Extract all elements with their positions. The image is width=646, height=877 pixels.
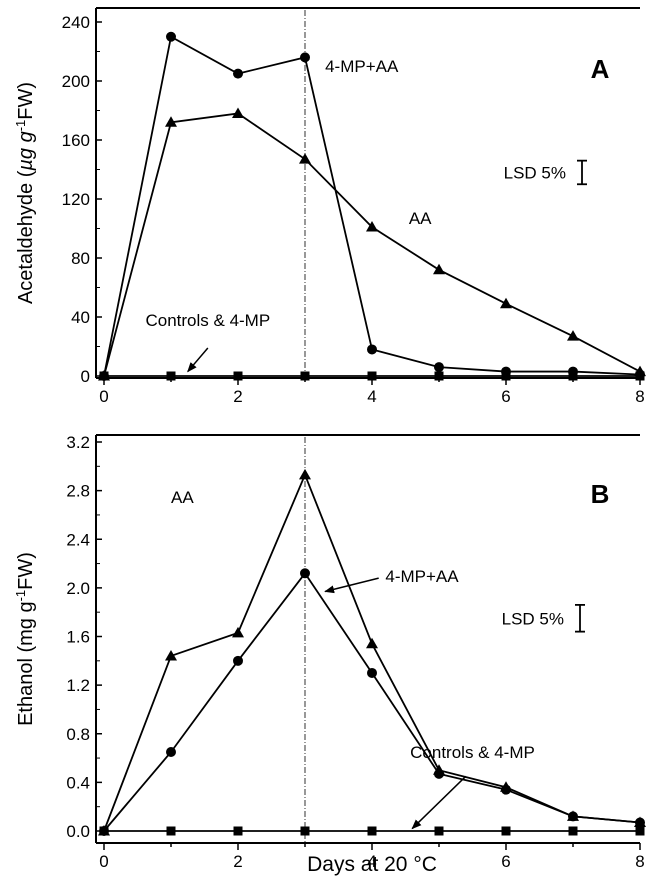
- x-tick-label: 2: [233, 387, 242, 406]
- data-point-triangle: [232, 627, 244, 638]
- data-point-circle: [233, 656, 243, 666]
- data-point-square: [234, 827, 243, 836]
- controls-arrow: [188, 348, 208, 372]
- data-point-square: [502, 827, 511, 836]
- controls-arrow: [412, 776, 466, 828]
- data-point-square: [569, 372, 578, 381]
- data-point-square: [301, 827, 310, 836]
- y-tick-label: 0: [81, 367, 90, 386]
- y-tick-label: 2.0: [66, 579, 90, 598]
- panel-b-ticks: 0.00.40.81.21.62.02.42.83.20 2 4 6 8: [66, 433, 644, 871]
- data-point-square: [234, 372, 243, 381]
- y-tick-label: 200: [62, 72, 90, 91]
- panel-b-series: [98, 469, 646, 836]
- data-point-square: [435, 827, 444, 836]
- x-tick-label: 0: [99, 387, 108, 406]
- y-tick-label: 120: [62, 190, 90, 209]
- data-point-circle: [300, 52, 310, 62]
- data-point-circle: [367, 668, 377, 678]
- y-tick-label: 2.4: [66, 530, 90, 549]
- panel-b: 0.00.40.81.21.62.02.42.83.20 2 4 6 8 AA 4-MP…: [13, 433, 646, 876]
- data-point-square: [100, 372, 109, 381]
- y-tick-label: 240: [62, 13, 90, 32]
- y-tick-label: 1.2: [66, 676, 90, 695]
- annotation-aa: AA: [171, 488, 194, 507]
- annotation-mpaa: 4-MP+AA: [385, 567, 459, 586]
- y-tick-label: 80: [71, 249, 90, 268]
- x-tick-label: 2: [233, 852, 242, 871]
- annotation-controls: Controls & 4-MP: [145, 311, 270, 330]
- data-point-triangle: [567, 330, 579, 341]
- y-tick-label: 2.8: [66, 482, 90, 501]
- y-axis-label: Acetaldehyde (µg g-1FW): [13, 82, 38, 304]
- data-point-triangle: [433, 264, 445, 275]
- data-point-circle: [300, 568, 310, 578]
- series-line-triangle: [104, 475, 640, 831]
- data-point-circle: [635, 817, 645, 827]
- y-tick-label: 40: [71, 308, 90, 327]
- data-point-triangle: [366, 638, 378, 649]
- y-tick-label: 1.6: [66, 628, 90, 647]
- x-tick-label: 8: [635, 387, 644, 406]
- data-point-triangle: [232, 107, 244, 118]
- panel-a: 0 40 80 120 160 200 240 0 2 4 6 8 4-MP+AA AA Contro…: [13, 8, 646, 406]
- data-point-square: [167, 372, 176, 381]
- data-point-circle: [434, 769, 444, 779]
- panel-a-annotations: 4-MP+AA AA Controls & 4-MP LSD 5% A: [145, 54, 609, 330]
- x-tick-label: 0: [99, 852, 108, 871]
- data-point-square: [301, 372, 310, 381]
- series-line-triangle: [104, 113, 640, 376]
- data-point-square: [167, 827, 176, 836]
- annotation-aa: AA: [409, 209, 432, 228]
- data-point-circle: [166, 32, 176, 42]
- x-tick-label: 6: [501, 387, 510, 406]
- y-tick-label: 0.8: [66, 725, 90, 744]
- data-point-square: [368, 827, 377, 836]
- data-point-square: [368, 372, 377, 381]
- data-point-circle: [166, 747, 176, 757]
- y-tick-label: 0.0: [66, 822, 90, 841]
- y-tick-label: 160: [62, 131, 90, 150]
- data-point-square: [636, 827, 645, 836]
- panel-label: B: [591, 479, 610, 509]
- data-point-square: [569, 827, 578, 836]
- data-point-triangle: [299, 469, 311, 480]
- data-point-square: [502, 372, 511, 381]
- x-tick-label: 8: [635, 852, 644, 871]
- data-point-circle: [568, 811, 578, 821]
- lsd-label: LSD 5%: [502, 609, 564, 628]
- annotation-mpaa: 4-MP+AA: [325, 57, 399, 76]
- lsd-label: LSD 5%: [504, 163, 566, 182]
- data-point-square: [435, 372, 444, 381]
- x-axis-label: Days at 20 °C: [307, 853, 437, 876]
- y-tick-label: 3.2: [66, 433, 90, 452]
- x-tick-label: 4: [367, 387, 376, 406]
- data-point-square: [100, 827, 109, 836]
- y-axis-label: Ethanol (mg g-1FW): [13, 552, 38, 726]
- data-point-circle: [501, 785, 511, 795]
- y-tick-label: 0.4: [66, 773, 90, 792]
- panel-label: A: [591, 54, 610, 84]
- data-point-triangle: [500, 298, 512, 309]
- panel-b-annotations: AA 4-MP+AA Controls & 4-MP LSD 5% B: [171, 479, 609, 762]
- data-point-triangle: [299, 153, 311, 164]
- mpaa-arrow: [325, 578, 379, 591]
- data-point-circle: [367, 344, 377, 354]
- data-point-square: [636, 372, 645, 381]
- data-point-circle: [434, 362, 444, 372]
- annotation-controls: Controls & 4-MP: [410, 743, 535, 762]
- x-tick-label: 6: [501, 852, 510, 871]
- data-point-circle: [233, 69, 243, 79]
